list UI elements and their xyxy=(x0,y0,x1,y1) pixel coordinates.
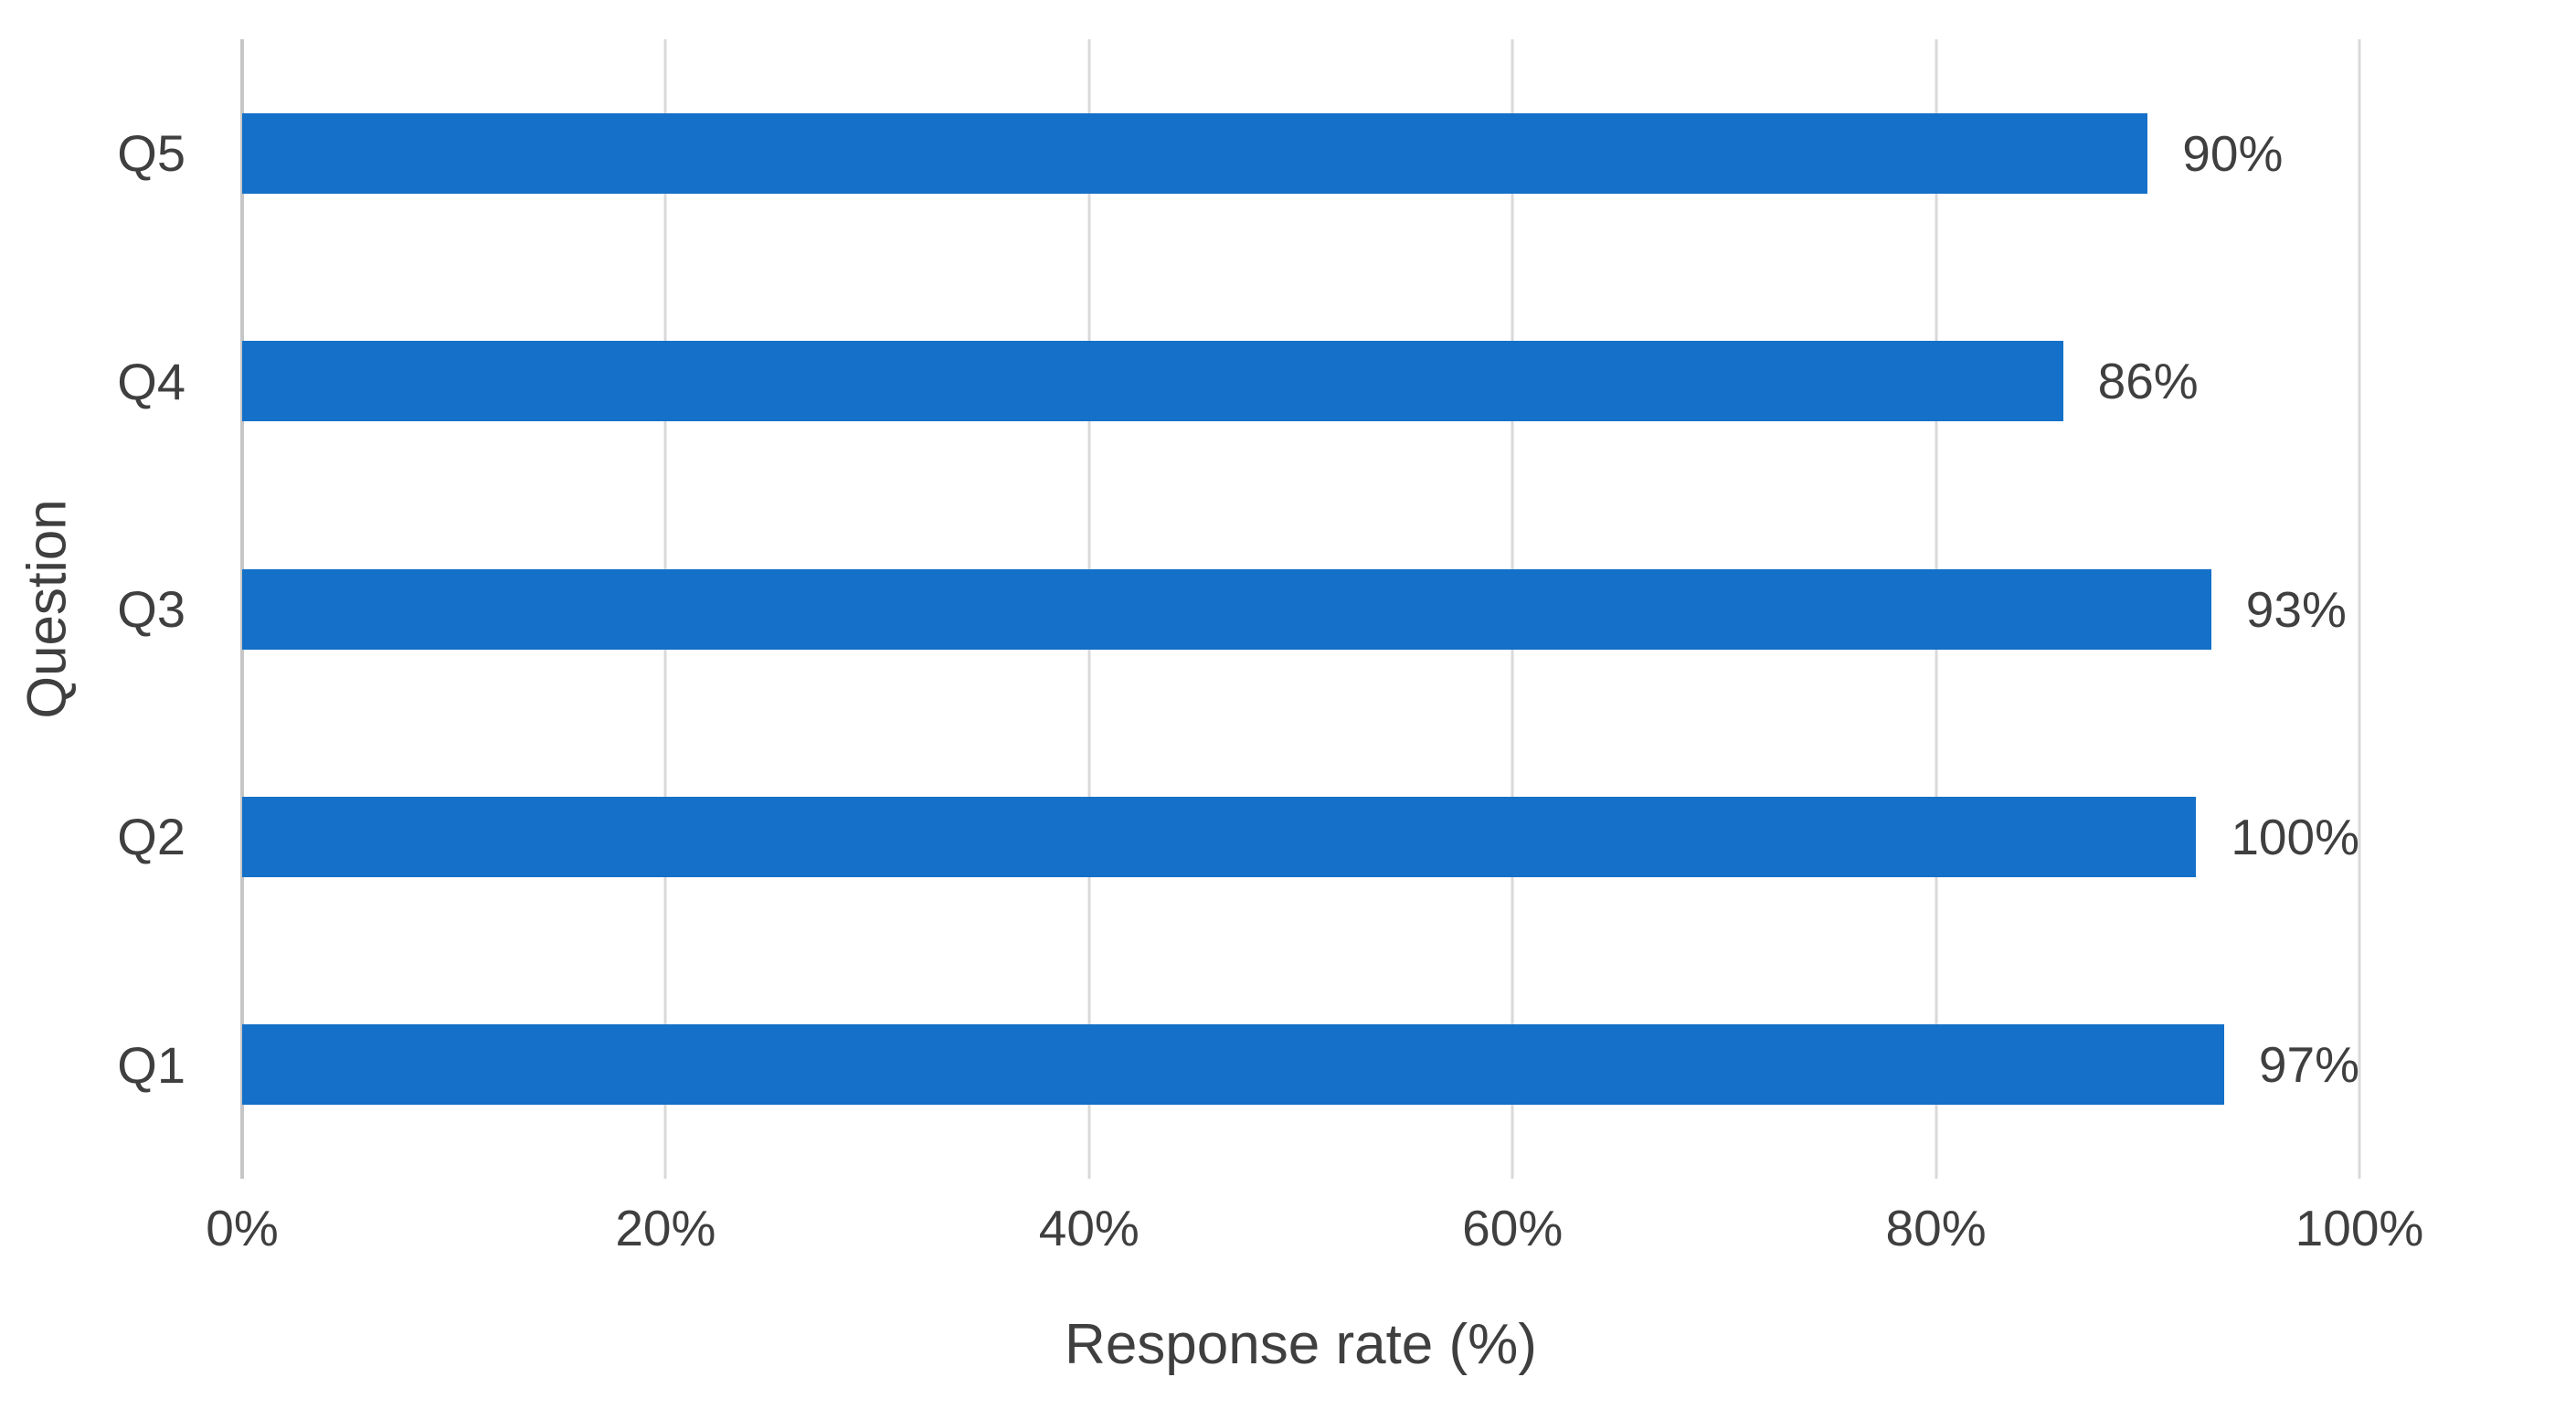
bar-value-label: 93% xyxy=(2245,580,2347,638)
y-axis-tick-label: Q5 xyxy=(117,124,186,183)
bar-value-label: 97% xyxy=(2258,1036,2359,1094)
y-axis-tick-label: Q3 xyxy=(117,580,186,639)
bar-row: 93% xyxy=(242,495,2359,723)
bar xyxy=(242,112,2148,194)
x-axis-tick-labels: 0% 20% 40% 60% 80% 100% xyxy=(206,1199,2423,1263)
y-axis-tick-label: Q1 xyxy=(117,1035,186,1094)
bars-container: 90% 86% 93% 100% 97% xyxy=(242,39,2359,1179)
x-axis-tick-label: 80% xyxy=(1885,1200,1987,1256)
y-axis-tick-label: Q2 xyxy=(117,808,186,866)
bar xyxy=(242,1024,2224,1106)
bar xyxy=(242,796,2197,877)
bar xyxy=(242,341,2063,422)
gridline xyxy=(2358,39,2361,1179)
x-axis-title: Response rate (%) xyxy=(1065,1313,1537,1376)
bar-row: 90% xyxy=(242,39,2359,267)
x-axis-tick-label: 40% xyxy=(1038,1200,1140,1256)
y-axis-tick-labels: Q5 Q4 Q3 Q2 Q1 xyxy=(0,39,242,1179)
y-axis-tick-label: Q4 xyxy=(117,352,186,410)
x-axis-tick-label: 20% xyxy=(615,1200,716,1256)
bar-value-label: 100% xyxy=(2231,808,2359,865)
x-axis-tick-label: 100% xyxy=(2295,1200,2424,1256)
bar xyxy=(242,568,2211,650)
x-axis-tick-label: 60% xyxy=(1462,1200,1564,1256)
bar-row: 97% xyxy=(242,951,2359,1179)
bar-value-label: 90% xyxy=(2182,124,2284,182)
bar-value-label: 86% xyxy=(2097,353,2199,410)
bar-row: 86% xyxy=(242,267,2359,494)
plot-area: 90% 86% 93% 100% 97% xyxy=(240,39,2361,1179)
x-axis-tick-label: 0% xyxy=(206,1200,279,1256)
bar-row: 100% xyxy=(242,723,2359,950)
